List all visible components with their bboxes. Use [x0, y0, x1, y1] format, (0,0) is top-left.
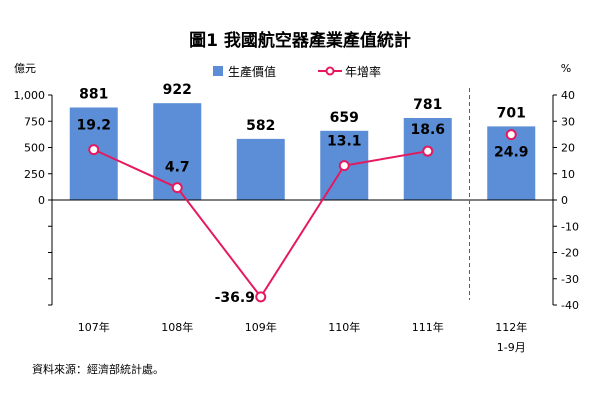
line-labels: 19.2 4.7 -36.9 13.1 18.6 24.9 — [76, 118, 528, 306]
growth-marker — [505, 129, 517, 141]
right-axis-tick-label: 20 — [561, 142, 575, 155]
growth-marker — [88, 144, 100, 156]
growth-marker — [338, 160, 350, 172]
left-axis: 0 250 500 750 1,000 — [14, 89, 53, 306]
right-axis-tick-label: 40 — [561, 89, 575, 102]
bar-value-label: 659 — [330, 110, 359, 126]
growth-value-label: -36.9 — [215, 290, 255, 306]
right-axis-tick-label: 10 — [561, 168, 575, 181]
right-axis-tick-label: 30 — [561, 115, 575, 128]
right-axis-tick-label: -30 — [561, 273, 579, 286]
bar-value-label: 582 — [246, 118, 275, 134]
bar-value-label: 701 — [497, 105, 526, 121]
legend-line-marker — [325, 66, 335, 76]
bar-value-label: 781 — [413, 97, 442, 113]
x-axis-category-sublabel: 1-9月 — [497, 341, 526, 354]
right-axis: -40 -30 -20 -10 0 10 20 30 40 — [552, 89, 579, 312]
growth-marker — [171, 182, 183, 194]
x-axis-category-label: 107年 — [78, 320, 110, 334]
legend: 生產價值 年增率 — [213, 64, 381, 79]
x-axis-category-label: 111年 — [412, 320, 444, 334]
bar — [236, 138, 285, 200]
x-axis-category-label: 110年 — [328, 320, 360, 334]
legend-bar-swatch — [213, 66, 223, 76]
left-axis-unit: 億元 — [14, 62, 36, 75]
right-axis-tick-label: -10 — [561, 220, 579, 233]
growth-value-label: 18.6 — [410, 122, 445, 138]
left-axis-tick-label: 250 — [24, 168, 45, 181]
bar-value-label: 881 — [79, 86, 108, 102]
growth-marker — [255, 291, 267, 303]
bar-labels: 881 922 582 659 781 701 — [79, 82, 526, 134]
growth-value-label: 13.1 — [327, 134, 362, 150]
chart-title: 圖1 我國航空器產業產值統計 — [189, 30, 411, 51]
x-axis-category-label: 112年 — [495, 320, 527, 334]
right-axis-unit: % — [561, 62, 571, 75]
legend-bar-label: 生產價值 — [228, 64, 276, 79]
left-axis-tick-label: 1,000 — [14, 89, 46, 102]
bar-value-label: 922 — [163, 82, 192, 98]
source-note: 資料來源：經濟部統計處。 — [32, 362, 164, 376]
left-axis-tick-label: 500 — [24, 142, 45, 155]
right-axis-tick-label: -20 — [561, 247, 579, 260]
right-axis-tick-label: -40 — [561, 299, 579, 312]
growth-value-label: 4.7 — [165, 160, 190, 176]
bars — [69, 103, 536, 200]
x-axis-labels: 107年 108年 109年 110年 111年 112年 1-9月 — [78, 320, 528, 354]
left-axis-tick-label: 0 — [38, 194, 45, 207]
bar — [403, 117, 452, 200]
x-axis-category-label: 109年 — [245, 320, 277, 334]
line-series — [88, 129, 517, 303]
left-axis-tick-label: 750 — [24, 115, 45, 128]
growth-value-label: 19.2 — [76, 118, 111, 134]
legend-line-label: 年增率 — [345, 64, 381, 79]
right-axis-tick-label: 0 — [561, 194, 568, 207]
growth-marker — [422, 145, 434, 157]
growth-value-label: 24.9 — [494, 145, 529, 161]
x-axis-category-label: 108年 — [161, 320, 193, 334]
